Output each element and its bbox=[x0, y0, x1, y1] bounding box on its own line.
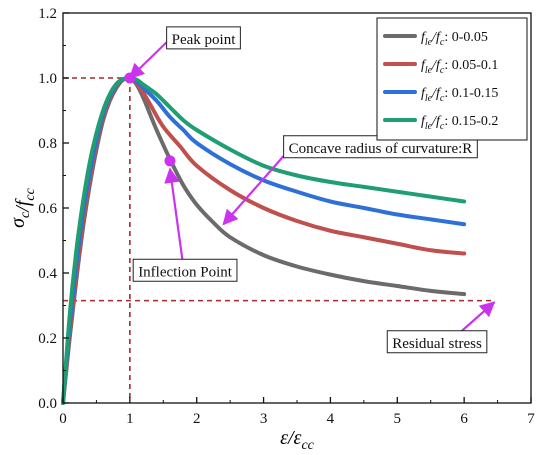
annotations: Peak point Concave radius of curvature:R I… bbox=[128, 26, 496, 354]
y-tick-label: 0.0 bbox=[38, 396, 57, 412]
legend-label-4: fle/fc: 0.15-0.2 bbox=[421, 114, 498, 132]
annotation-box bbox=[386, 330, 488, 354]
annotation-1: Peak point bbox=[128, 26, 241, 80]
y-tick-label: 0.2 bbox=[38, 331, 57, 347]
x-tick-label: 1 bbox=[126, 411, 134, 427]
legend-label-2: fle/fc: 0.05-0.1 bbox=[421, 58, 498, 76]
annotation-box bbox=[166, 26, 241, 50]
x-tick-label: 6 bbox=[460, 411, 468, 427]
annotation-label: Inflection Point bbox=[138, 264, 233, 280]
x-tick-label: 2 bbox=[193, 411, 201, 427]
x-tick-label: 5 bbox=[394, 411, 402, 427]
series-lines bbox=[61, 75, 467, 405]
legend-label-1: fle/fc: 0-0.05 bbox=[421, 30, 488, 48]
axes: 0 1 2 3 4 5 6 7 0.0 0.2 0.4 0.6 0.8 1.0 1.2 ε/εcc σc/fcc bbox=[7, 6, 535, 453]
x-tick-label: 3 bbox=[260, 411, 268, 427]
x-tick-label: 0 bbox=[59, 411, 67, 427]
y-tick-label: 0.6 bbox=[38, 201, 57, 217]
y-tick-label: 0.8 bbox=[38, 136, 57, 152]
annotation-3: Inflection Point bbox=[132, 167, 238, 282]
annotation-2: Concave radius of curvature:R bbox=[222, 135, 478, 226]
annotation-arrow bbox=[222, 155, 285, 226]
annotation-box bbox=[132, 258, 238, 282]
y-axis-title: σc/fcc bbox=[7, 187, 38, 227]
annotation-arrow bbox=[164, 167, 185, 267]
annotation-4: Residual stress bbox=[386, 301, 496, 354]
annotation-label: Residual stress bbox=[392, 336, 482, 352]
y-tick-label: 0.4 bbox=[38, 266, 57, 282]
annotation-arrow bbox=[456, 301, 496, 336]
annotation-label: Peak point bbox=[172, 32, 237, 48]
legend-label-3: fle/fc: 0.1-0.15 bbox=[421, 86, 498, 104]
x-tick-label: 7 bbox=[527, 411, 535, 427]
annotation-arrow bbox=[128, 38, 171, 80]
annotation-label: Concave radius of curvature:R bbox=[289, 141, 473, 157]
legend: fle/fc: 0-0.05 fle/fc: 0.05-0.1 fle/fc: 0.… bbox=[376, 17, 528, 141]
y-tick-label: 1.0 bbox=[38, 71, 57, 87]
x-axis-title: ε/εcc bbox=[280, 427, 315, 453]
inflection-point-marker bbox=[164, 155, 176, 167]
x-tick-label: 4 bbox=[327, 411, 335, 427]
y-tick-label: 1.2 bbox=[38, 6, 57, 22]
series-line-4 bbox=[61, 75, 467, 405]
reference-lines bbox=[63, 77, 495, 403]
